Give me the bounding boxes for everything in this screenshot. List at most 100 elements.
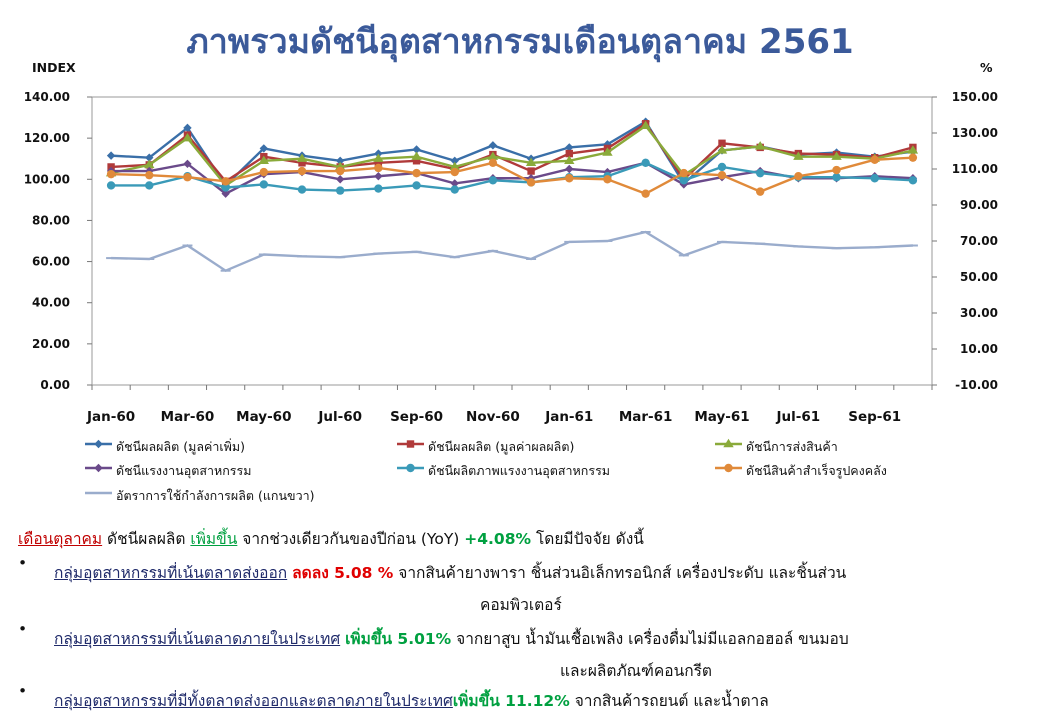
data-point bbox=[145, 153, 154, 162]
legend-label: ดัชนีผลผลิต (มูลค่าผลผลิต) bbox=[428, 439, 575, 454]
data-point bbox=[374, 184, 383, 193]
bullet-group: กลุ่มอุตสาหกรรมที่เน้นตลาดภายในประเทศ bbox=[54, 630, 341, 648]
y-right-tick-label: 130.00 bbox=[952, 126, 998, 140]
bullet-dot: • bbox=[18, 682, 28, 700]
y-right-tick-label: 110.00 bbox=[952, 162, 998, 176]
y-left-tick-label: 60.00 bbox=[32, 255, 70, 269]
data-point bbox=[221, 189, 230, 198]
data-point bbox=[565, 143, 574, 152]
bullet-domestic-cont: และผลิตภัณฑ์คอนกรีต bbox=[560, 662, 712, 680]
data-point bbox=[411, 151, 422, 160]
data-point bbox=[335, 175, 345, 184]
x-tick-label: Jul-61 bbox=[776, 409, 821, 425]
series-line bbox=[111, 161, 913, 192]
data-point bbox=[907, 145, 919, 154]
data-point bbox=[908, 176, 918, 185]
data-point bbox=[450, 179, 459, 188]
x-tick-label: Mar-61 bbox=[619, 409, 673, 425]
y-left-axis-label: INDEX bbox=[32, 60, 76, 75]
data-point bbox=[641, 189, 650, 198]
data-point bbox=[450, 167, 459, 177]
data-point bbox=[106, 151, 116, 160]
data-point bbox=[487, 151, 499, 160]
y-left-tick-label: 0.00 bbox=[40, 378, 70, 392]
bullet-detail: จากสินค้ารถยนต์ และน้ำตาล bbox=[574, 692, 769, 710]
data-point bbox=[565, 149, 573, 158]
data-point bbox=[450, 156, 459, 165]
bullet-mixed: กลุ่มอุตสาหกรรมที่มีทั้งตลาดส่งออกและตลา… bbox=[54, 688, 769, 713]
data-point bbox=[298, 159, 306, 167]
y-left-tick-label: 80.00 bbox=[32, 213, 70, 227]
headline-text-3: โดยมีปัจจัย ดังนี้ bbox=[531, 530, 644, 548]
data-point bbox=[870, 174, 879, 183]
data-point bbox=[145, 181, 154, 190]
series-line bbox=[110, 124, 914, 188]
data-point bbox=[527, 167, 535, 175]
legend-label: ดัชนีผลผลิต (มูลค่าเพิ่ม) bbox=[116, 439, 245, 454]
bullet-trend: เพิ่มขึ้น 11.12% bbox=[452, 692, 570, 710]
series-5 bbox=[106, 153, 918, 198]
legend-swatch bbox=[85, 491, 112, 495]
plot-area bbox=[91, 96, 933, 386]
data-point bbox=[870, 155, 879, 164]
x-tick-label: Nov-60 bbox=[466, 409, 520, 425]
data-point bbox=[832, 165, 841, 175]
x-tick-label: Jan-61 bbox=[544, 409, 593, 425]
x-tick-label: Sep-61 bbox=[848, 409, 901, 425]
data-point bbox=[259, 180, 269, 189]
legend-swatch bbox=[85, 463, 112, 473]
legend-label: ดัชนีแรงงานอุตสาหกรรม bbox=[116, 463, 252, 478]
data-point bbox=[794, 172, 803, 181]
summary-headline: เดือนตุลาคม ดัชนีผลผลิต เพิ่มขึ้น จากช่ว… bbox=[18, 526, 644, 551]
data-point bbox=[724, 463, 733, 473]
bullet-domestic: กลุ่มอุตสาหกรรมที่เน้นตลาดภายในประเทศ เพ… bbox=[54, 626, 849, 651]
data-point bbox=[754, 141, 766, 150]
data-point bbox=[94, 463, 103, 473]
data-point bbox=[603, 140, 612, 149]
data-point bbox=[831, 151, 842, 160]
data-point bbox=[412, 168, 421, 178]
data-point bbox=[183, 173, 192, 182]
data-point bbox=[526, 178, 536, 187]
bullet-dot: • bbox=[18, 620, 28, 638]
data-point bbox=[183, 123, 192, 133]
y-left-tick-label: 40.00 bbox=[32, 296, 70, 310]
y-right-tick-label: 70.00 bbox=[960, 234, 998, 248]
y-left-tick-label: 140.00 bbox=[24, 90, 70, 104]
data-point bbox=[221, 183, 230, 192]
data-point bbox=[297, 166, 307, 176]
series-6 bbox=[106, 230, 918, 273]
bullet-group: กลุ่มอุตสาหกรรมที่เน้นตลาดส่งออก bbox=[54, 564, 288, 582]
data-point bbox=[221, 177, 230, 186]
legend-label: ดัชนีผลิตภาพแรงงานอุตสาหกรรม bbox=[428, 463, 611, 478]
y-right-tick-label: 30.00 bbox=[960, 306, 998, 320]
data-point bbox=[565, 164, 574, 174]
x-tick-label: Jul-60 bbox=[317, 409, 362, 425]
data-point bbox=[412, 157, 421, 165]
data-point bbox=[406, 463, 415, 473]
bullet-detail: จากยาสูบ น้ำมันเชื้อเพลิง เครื่องดื่มไม่… bbox=[456, 630, 849, 648]
legend-swatch bbox=[85, 439, 112, 449]
data-point bbox=[373, 153, 384, 162]
data-point bbox=[94, 439, 103, 449]
data-point bbox=[106, 181, 116, 190]
legend-label: ดัชนีการส่งสินค้า bbox=[746, 439, 838, 454]
x-tick-label: May-60 bbox=[236, 409, 291, 425]
bullet-trend: เพิ่มขึ้น 5.01% bbox=[345, 630, 452, 648]
legend-label: อัตราการใช้กำลังการผลิต (แกนขวา) bbox=[116, 488, 315, 503]
yoy-value: +4.08% bbox=[464, 530, 532, 548]
data-point bbox=[641, 158, 650, 168]
legend-label: ดัชนีสินค้าสำเร็จรูปคงคลัง bbox=[746, 463, 887, 478]
data-point bbox=[717, 162, 727, 172]
data-point bbox=[679, 168, 689, 178]
data-point bbox=[182, 132, 193, 142]
data-point bbox=[525, 157, 537, 167]
data-point bbox=[296, 153, 308, 162]
headline-text-2: จากช่วงเดียวกันของปีก่อน (YoY) bbox=[237, 530, 465, 548]
data-point bbox=[908, 153, 918, 162]
y-right-tick-label: 10.00 bbox=[960, 342, 998, 356]
x-tick-label: Jan-60 bbox=[86, 409, 135, 425]
data-point bbox=[679, 176, 689, 185]
legend-swatch bbox=[715, 463, 742, 473]
series-line bbox=[111, 230, 913, 273]
